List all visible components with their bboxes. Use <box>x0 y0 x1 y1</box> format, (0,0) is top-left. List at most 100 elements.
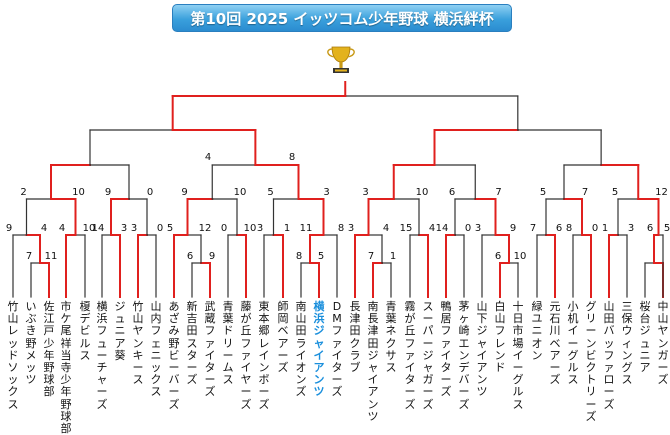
team-name: 武蔵ファイターズ <box>204 300 216 399</box>
match-score: 7 <box>26 251 32 262</box>
match-score: 8 <box>289 152 295 163</box>
match-score: 12 <box>199 223 212 234</box>
match-score: 0 <box>465 223 471 234</box>
match-score: 10 <box>416 187 429 198</box>
match-score: 9 <box>510 223 516 234</box>
match-score: 7 <box>530 223 536 234</box>
team-name: 佐江戸少年野球部 <box>43 300 55 399</box>
match-score: 3 <box>257 223 263 234</box>
team-name: 横浜ジャイアンツ <box>313 300 325 399</box>
match-score: 3 <box>475 223 481 234</box>
team-name: 青葉ドリームス <box>222 300 234 387</box>
match-score: 8 <box>338 223 344 234</box>
team-name: 白山フレンド <box>494 300 506 375</box>
match-score: 5 <box>167 223 173 234</box>
match-score: 9 <box>105 187 111 198</box>
team-name: 緑ユニオン <box>531 300 543 362</box>
match-score: 10 <box>514 251 527 262</box>
match-score: 5 <box>318 251 324 262</box>
trophy-icon <box>327 46 355 73</box>
match-score: 4 <box>41 223 47 234</box>
team-name: 山内フェニックス <box>150 300 162 399</box>
match-score: 7 <box>582 187 588 198</box>
team-name: ジュニア葵 <box>114 300 126 362</box>
match-score: 15 <box>400 223 413 234</box>
match-score: 4 <box>429 223 435 234</box>
team-name: いぶき野メッツ <box>25 300 37 387</box>
match-score: 4 <box>59 223 65 234</box>
match-score: 5 <box>540 187 546 198</box>
match-score: 4 <box>383 223 389 234</box>
team-name: 藤が丘ファイヤーズ <box>240 300 252 411</box>
team-name: DMファイターズ <box>331 300 343 399</box>
team-name: 霧が丘ファイターズ <box>404 300 416 411</box>
team-name: 東本郷レインボーズ <box>258 300 270 411</box>
team-name: 南山田ライオンズ <box>295 300 307 399</box>
team-name: 新吉田スターズ <box>186 300 198 387</box>
team-name: 南長津田ジャイアンツ <box>367 300 379 423</box>
team-name: 桜台ジュニア <box>639 300 651 375</box>
match-score: 8 <box>566 223 572 234</box>
match-score: 4 <box>205 152 211 163</box>
match-score: 8 <box>296 251 302 262</box>
match-score: 3 <box>362 187 368 198</box>
match-score: 6 <box>556 223 562 234</box>
team-name: グリーンビクトリーズ <box>585 300 597 423</box>
match-score: 3 <box>323 187 329 198</box>
match-score: 9 <box>181 187 187 198</box>
team-name: 横浜フューチャーズ <box>96 300 108 411</box>
match-score: 6 <box>449 187 455 198</box>
match-score: 1 <box>602 223 608 234</box>
match-score: 0 <box>592 223 598 234</box>
match-score: 5 <box>664 223 670 234</box>
match-score: 2 <box>20 187 26 198</box>
match-score: 1 <box>284 223 290 234</box>
match-score: 3 <box>348 223 354 234</box>
team-name: 中山ヤンガーズ <box>657 300 669 387</box>
match-score: 10 <box>244 223 257 234</box>
match-score: 10 <box>234 187 247 198</box>
match-score: 7 <box>495 187 501 198</box>
match-score: 11 <box>45 251 58 262</box>
match-score: 11 <box>300 223 313 234</box>
team-name: 十日市場イーグルス <box>512 300 524 411</box>
team-name: 小机イーグルス <box>567 300 579 387</box>
match-score: 5 <box>267 187 273 198</box>
match-score: 5 <box>612 187 618 198</box>
match-score: 7 <box>368 251 374 262</box>
match-score: 14 <box>92 223 105 234</box>
match-score: 9 <box>6 223 12 234</box>
match-score: 1 <box>390 251 396 262</box>
team-name: 三保ウィングス <box>621 300 633 387</box>
match-score: 3 <box>628 223 634 234</box>
match-score: 0 <box>157 223 163 234</box>
match-score: 6 <box>187 251 193 262</box>
match-score: 14 <box>436 223 449 234</box>
team-name: 長津田クラブ <box>349 300 361 375</box>
team-name: 山田バッファローズ <box>603 300 615 411</box>
page-title: 第10回 2025 イッツコム少年野球 横浜絆杯 <box>172 4 512 32</box>
match-score: 6 <box>495 251 501 262</box>
team-name: 青葉ネクサス <box>385 300 397 375</box>
match-score: 10 <box>83 223 96 234</box>
match-score: 12 <box>655 187 668 198</box>
match-score: 9 <box>209 251 215 262</box>
team-name: 市ケ尾祥当寺少年野球部 <box>60 300 72 435</box>
match-score: 0 <box>221 223 227 234</box>
team-name: 元石川ベアーズ <box>549 300 561 387</box>
match-score: 3 <box>121 223 127 234</box>
team-name: 鴨居ファイターズ <box>440 300 452 399</box>
match-score: 0 <box>147 187 153 198</box>
team-name: 榎デビルス <box>79 300 91 362</box>
match-score: 3 <box>131 223 137 234</box>
team-name: 山下ジャイアンツ <box>476 300 488 399</box>
match-score: 10 <box>72 187 85 198</box>
team-name: 竹山レッドソックス <box>7 300 19 411</box>
team-name: 茅ヶ崎エンデバーズ <box>458 300 470 411</box>
match-score: 6 <box>647 223 653 234</box>
team-name: あざみ野ビーバーズ <box>168 300 180 411</box>
team-name: 竹山ヤンキース <box>132 300 144 387</box>
team-name: 師岡ベアーズ <box>277 300 289 375</box>
team-name: スーパージャガーズ <box>422 300 434 411</box>
